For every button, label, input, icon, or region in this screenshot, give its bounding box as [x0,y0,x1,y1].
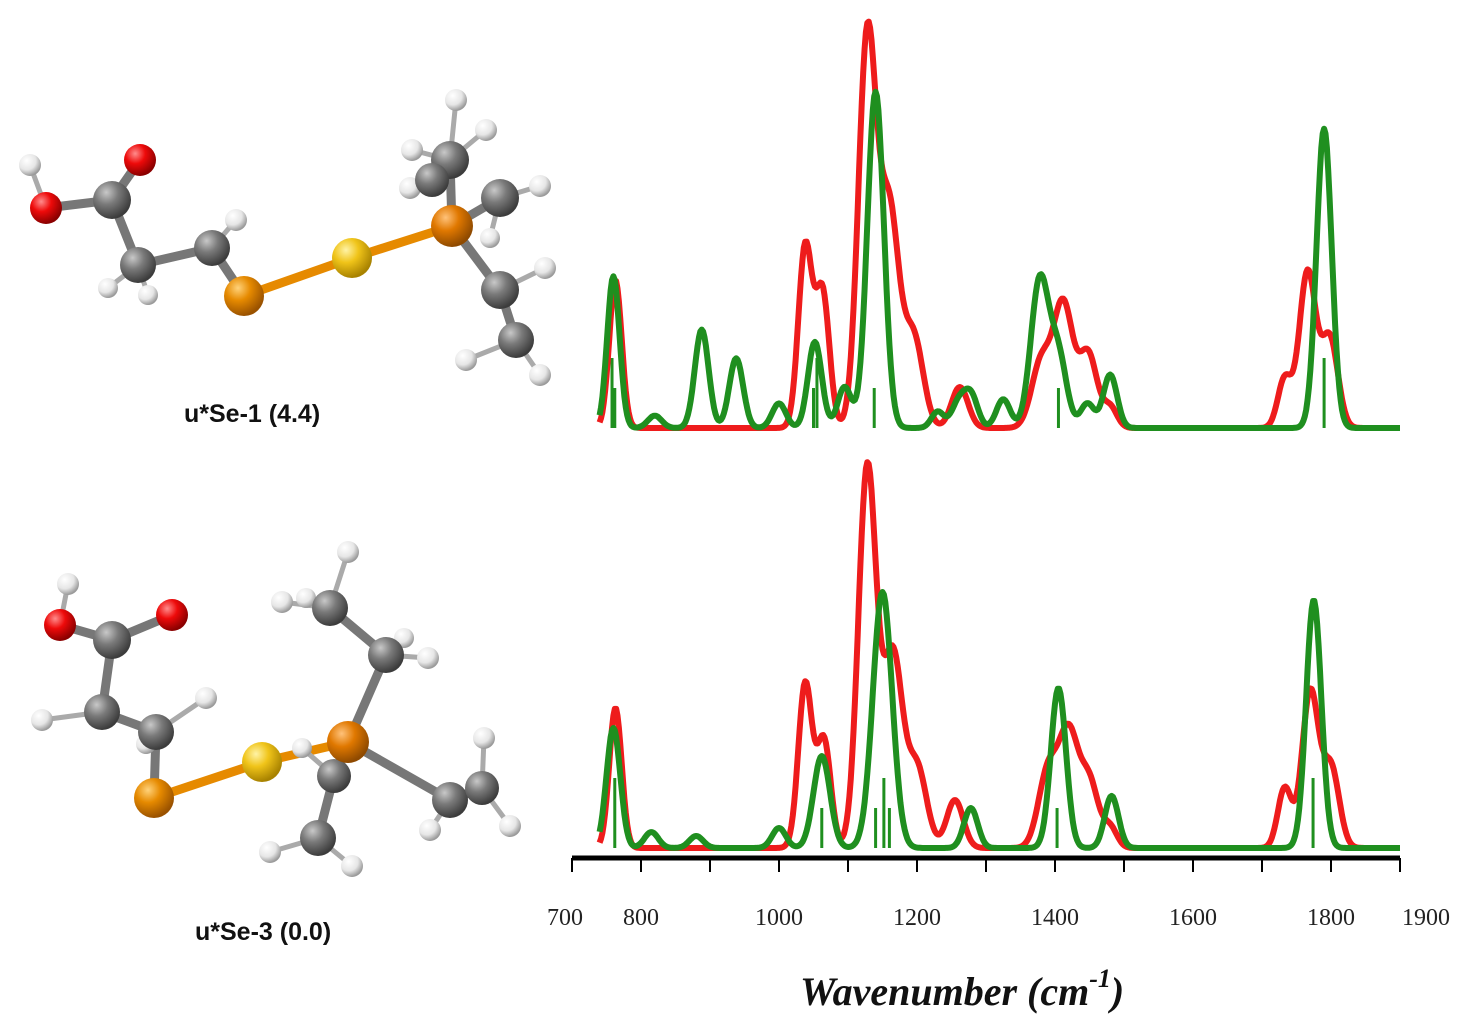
molecule-u-se-3-model [31,541,521,877]
x-tick-label: 1400 [1031,905,1079,931]
series-line-green [596,88,1402,431]
series-line-red [596,459,1402,851]
x-tick-label: 700 [547,905,583,931]
molecule-u-se-1-model [19,89,556,386]
spectrum-panel-bottom [596,459,1402,851]
series-line-green [596,589,1402,851]
series-line-red [596,18,1402,431]
x-axis: 700 800 1000 1200 1400 1600 1800 1900 [547,855,1450,931]
x-axis-label: Wavenumber (cm-1) [800,964,1124,1014]
x-tick-label: 1800 [1307,905,1355,931]
spectrum-panel-top [596,18,1402,431]
molecule-label-u-se-3: u*Se-3 (0.0) [195,918,332,946]
x-tick-label: 1900 [1402,905,1450,931]
x-tick-label: 1600 [1169,905,1217,931]
x-tick-label: 800 [623,905,659,931]
molecule-label-u-se-1: u*Se-1 (4.4) [184,400,321,428]
x-tick-label: 1000 [755,905,803,931]
x-tick-label: 1200 [893,905,941,931]
